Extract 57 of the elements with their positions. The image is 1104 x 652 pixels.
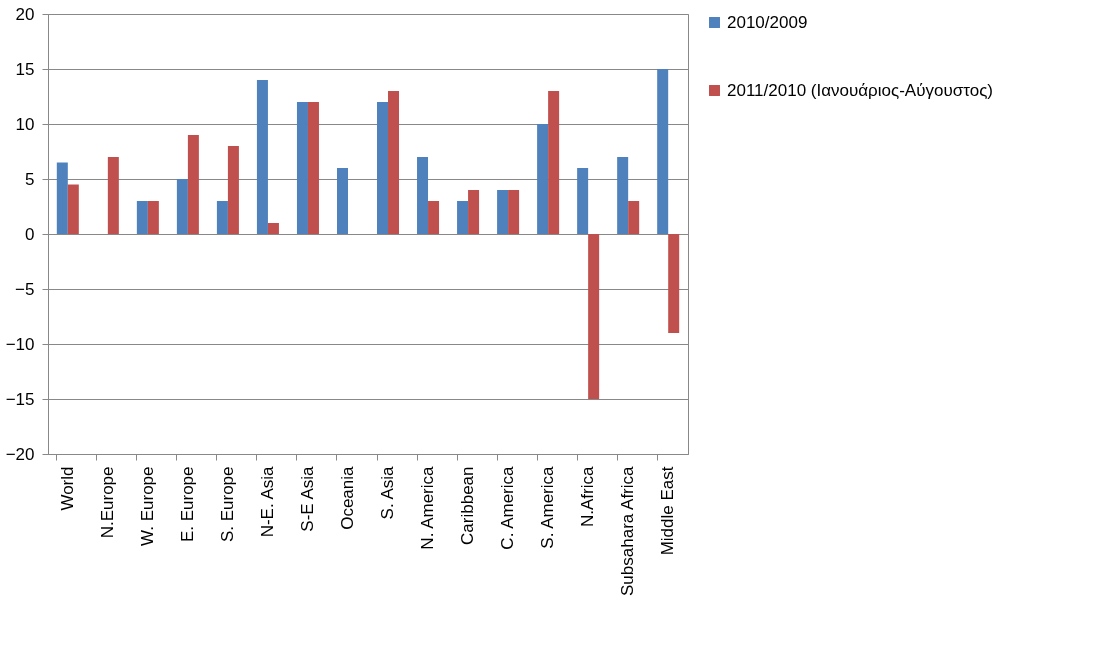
- x-tick-label: S. Europe: [217, 466, 237, 543]
- y-tick-label: 20: [15, 4, 35, 24]
- bar: [508, 190, 520, 234]
- legend-label: 2010/2009: [727, 12, 808, 32]
- legend-label: 2011/2010 (Ιανουάριος-Αύγουστος): [727, 80, 994, 100]
- x-tick-label: S. America: [538, 465, 558, 549]
- bar: [588, 234, 600, 399]
- x-tick-label: World: [57, 466, 77, 511]
- x-tick-label: N. America: [418, 465, 438, 550]
- x-tick-label: E. Europe: [177, 466, 197, 543]
- y-tick-label: −15: [5, 389, 35, 409]
- bar: [468, 190, 480, 234]
- bar: [548, 91, 560, 234]
- bar: [56, 162, 68, 234]
- bar: [428, 201, 440, 234]
- bar: [227, 146, 239, 234]
- bar: [147, 201, 159, 234]
- y-tick-label: 10: [15, 114, 35, 134]
- y-tick-label: −10: [5, 334, 35, 354]
- bar: [577, 168, 589, 234]
- x-tick-label: N.Africa: [578, 465, 598, 527]
- bar: [497, 190, 509, 234]
- x-tick-label: Caribbean: [458, 466, 478, 545]
- bar: [67, 184, 79, 234]
- bar: [628, 201, 640, 234]
- bar: [417, 157, 429, 234]
- x-tick-label: N-E. Asia: [257, 465, 277, 538]
- y-tick-label: −20: [5, 444, 35, 464]
- x-tick-label: Oceania: [337, 465, 357, 530]
- bar: [107, 157, 119, 234]
- bar: [457, 201, 469, 234]
- bar: [668, 234, 680, 333]
- x-tick-label: Middle East: [658, 466, 678, 556]
- x-tick-label: S-E Asia: [297, 465, 317, 532]
- bar: [136, 201, 148, 234]
- bar: [187, 135, 199, 234]
- bar: [216, 201, 228, 234]
- bar: [657, 69, 669, 234]
- y-tick-label: 5: [25, 169, 35, 189]
- y-tick-label: 15: [15, 59, 35, 79]
- bar: [307, 102, 319, 234]
- bar: [296, 102, 308, 234]
- bar: [336, 168, 348, 234]
- bar: [256, 80, 268, 234]
- y-tick-label: −5: [15, 279, 35, 299]
- bar: [617, 157, 629, 234]
- x-tick-label: C. America: [498, 465, 518, 550]
- bar: [377, 102, 389, 234]
- x-tick-label: Subsahara Africa: [618, 465, 638, 596]
- x-tick-label: W. Europe: [137, 466, 157, 546]
- x-tick-label: S. Asia: [378, 465, 398, 520]
- bar: [176, 179, 188, 234]
- bar: [388, 91, 400, 234]
- x-tick-label: N.Europe: [97, 466, 117, 539]
- y-tick-label: 0: [25, 224, 35, 244]
- bar: [267, 223, 279, 234]
- bar: [537, 124, 549, 234]
